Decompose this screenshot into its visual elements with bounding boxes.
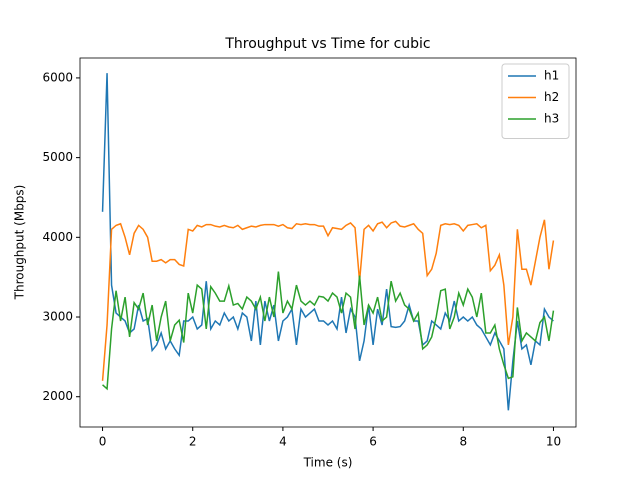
x-axis-label: Time (s) bbox=[303, 456, 353, 470]
plot-frame bbox=[79, 57, 577, 428]
x-tick-label: 2 bbox=[189, 435, 197, 449]
y-axis-label: Throughput (Mbps) bbox=[13, 185, 27, 301]
series-line bbox=[101, 219, 555, 381]
chart-title: Throughput vs Time for cubic bbox=[224, 36, 430, 52]
x-tick-label: 8 bbox=[459, 435, 467, 449]
legend-box bbox=[501, 63, 570, 139]
x-tick-label: 6 bbox=[369, 435, 377, 449]
series-line bbox=[101, 73, 554, 411]
y-tick-label: 3000 bbox=[42, 310, 73, 324]
legend-label: h3 bbox=[544, 112, 559, 126]
x-tick-label: 10 bbox=[546, 435, 561, 449]
series-line bbox=[102, 271, 555, 391]
x-tick-label: 0 bbox=[99, 435, 107, 449]
y-tick-label: 4000 bbox=[42, 230, 73, 244]
x-tick-label: 4 bbox=[279, 435, 287, 449]
legend-label: h1 bbox=[544, 69, 559, 83]
y-tick-label: 5000 bbox=[42, 150, 73, 164]
y-tick-label: 2000 bbox=[42, 389, 73, 403]
legend-label: h2 bbox=[544, 90, 559, 104]
y-tick-label: 6000 bbox=[42, 70, 73, 84]
